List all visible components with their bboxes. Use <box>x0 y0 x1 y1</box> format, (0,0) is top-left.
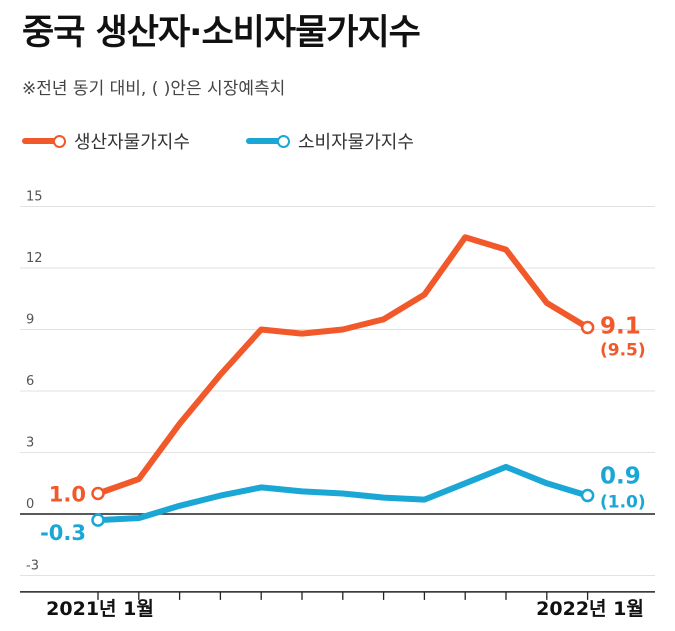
producer-start-label: 1.0 <box>49 483 86 507</box>
y-tick-label: 15 <box>26 190 43 205</box>
legend-swatch-consumer <box>246 132 292 150</box>
y-tick-label: 0 <box>26 497 34 512</box>
producer-endpoint-marker <box>580 320 595 335</box>
consumer-start-label: -0.3 <box>40 521 86 545</box>
legend-item-consumer: 소비자물가지수 <box>246 128 414 154</box>
producer-series-line <box>95 234 591 497</box>
producer-end-label: 9.1 <box>600 313 641 339</box>
y-tick-label: 9 <box>26 313 34 328</box>
legend-label-consumer: 소비자물가지수 <box>298 132 414 153</box>
consumer-endpoint-marker <box>91 513 105 527</box>
x-tick-label-start: 2021년 1월 <box>46 598 154 620</box>
producer-forecast-label: (9.5) <box>600 340 646 360</box>
chart-subtitle: ※전년 동기 대비, ( )안은 시장예측치 <box>22 79 286 99</box>
y-tick-label: -3 <box>26 559 39 574</box>
legend-label-producer: 생산자물가지수 <box>74 132 190 153</box>
consumer-forecast-label: (1.0) <box>600 493 646 513</box>
producer-endpoint-marker <box>91 486 105 501</box>
y-tick-label: 3 <box>26 436 34 451</box>
consumer-endpoint-marker <box>580 488 595 503</box>
legend-item-producer: 생산자물가지수 <box>22 128 190 154</box>
legend-swatch-producer <box>22 132 68 150</box>
consumer-end-label: 0.9 <box>600 464 641 490</box>
y-tick-label: 12 <box>26 251 43 266</box>
consumer-series-line <box>95 463 591 524</box>
chart-title: 중국 생산자·소비자물가지수 <box>22 13 421 53</box>
x-tick-label-end: 2022년 1월 <box>536 598 644 620</box>
y-tick-label: 6 <box>26 374 34 389</box>
